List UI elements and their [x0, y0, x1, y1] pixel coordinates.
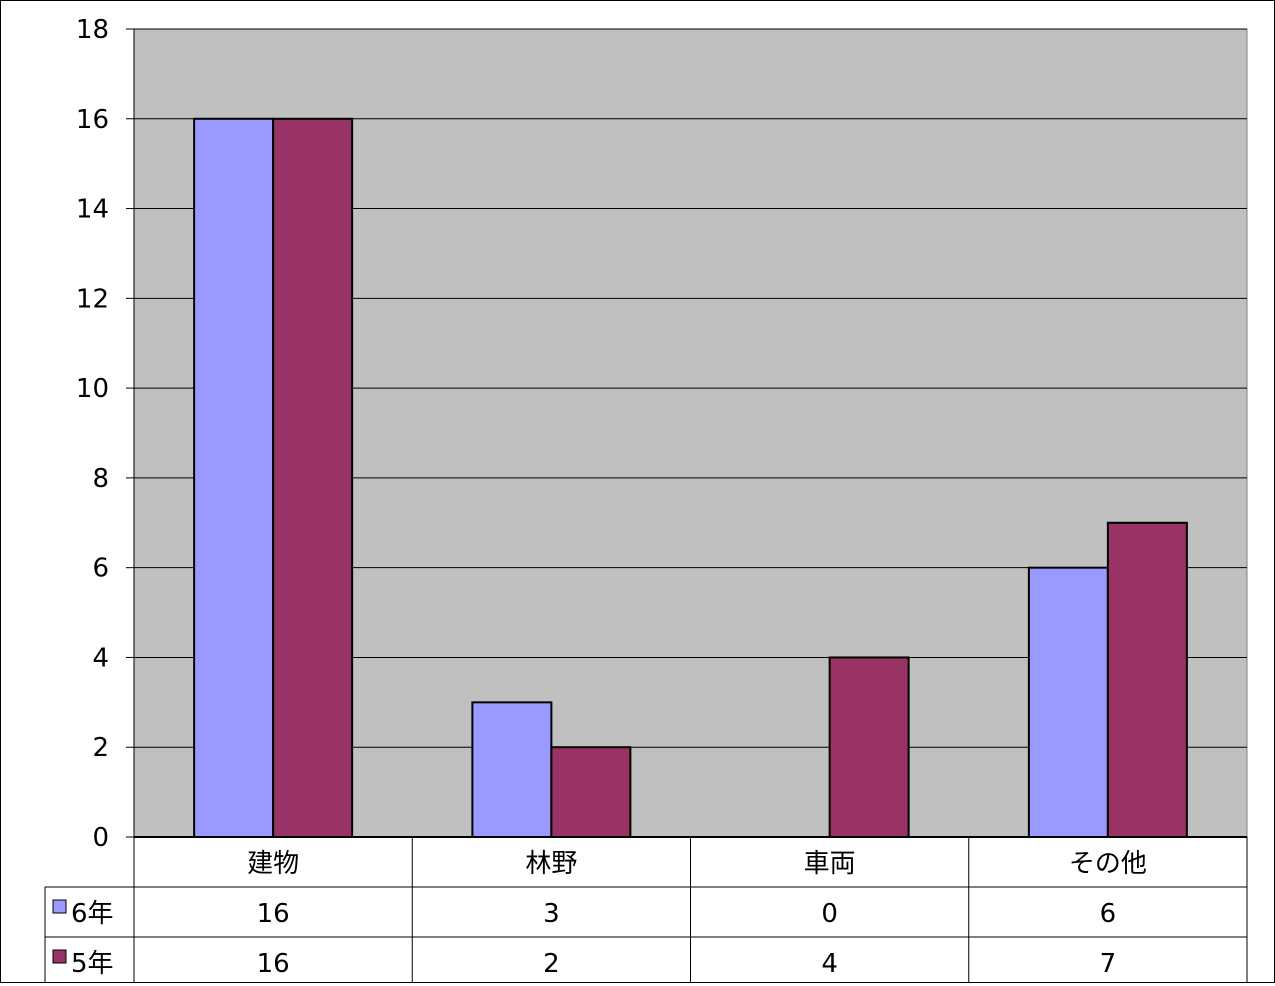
- legend-key: [52, 949, 67, 964]
- y-tick-label: 12: [76, 284, 109, 314]
- category-label: 建物: [247, 849, 299, 879]
- y-tick-label: 16: [76, 105, 109, 135]
- data-value: 16: [257, 899, 290, 929]
- data-value: 7: [1100, 949, 1117, 979]
- bar: [471, 701, 553, 838]
- bar: [193, 117, 275, 839]
- bar: [1027, 566, 1109, 839]
- y-tick-label: 18: [76, 15, 109, 45]
- data-value: 6: [1100, 899, 1117, 929]
- data-value: 2: [543, 949, 560, 979]
- y-tick-label: 4: [92, 643, 109, 673]
- category-label: 車両: [804, 849, 856, 879]
- bar: [272, 117, 354, 839]
- data-value: 0: [821, 899, 838, 929]
- y-tick-label: 10: [76, 374, 109, 404]
- y-tick-label: 0: [92, 823, 109, 853]
- y-tick-label: 6: [92, 554, 109, 584]
- series-name: 5年: [71, 949, 114, 979]
- bar: [1106, 521, 1188, 838]
- y-tick-label: 14: [76, 195, 109, 225]
- bar: [828, 656, 910, 839]
- y-tick-label: 2: [92, 733, 109, 763]
- legend-key: [52, 899, 67, 914]
- data-value: 3: [543, 899, 560, 929]
- data-value: 16: [257, 949, 290, 979]
- series-name: 6年: [71, 899, 114, 929]
- data-value: 4: [821, 949, 838, 979]
- category-label: 林野: [525, 849, 577, 879]
- y-tick-label: 8: [92, 464, 109, 494]
- bar: [550, 746, 632, 839]
- category-label: その他: [1069, 849, 1147, 879]
